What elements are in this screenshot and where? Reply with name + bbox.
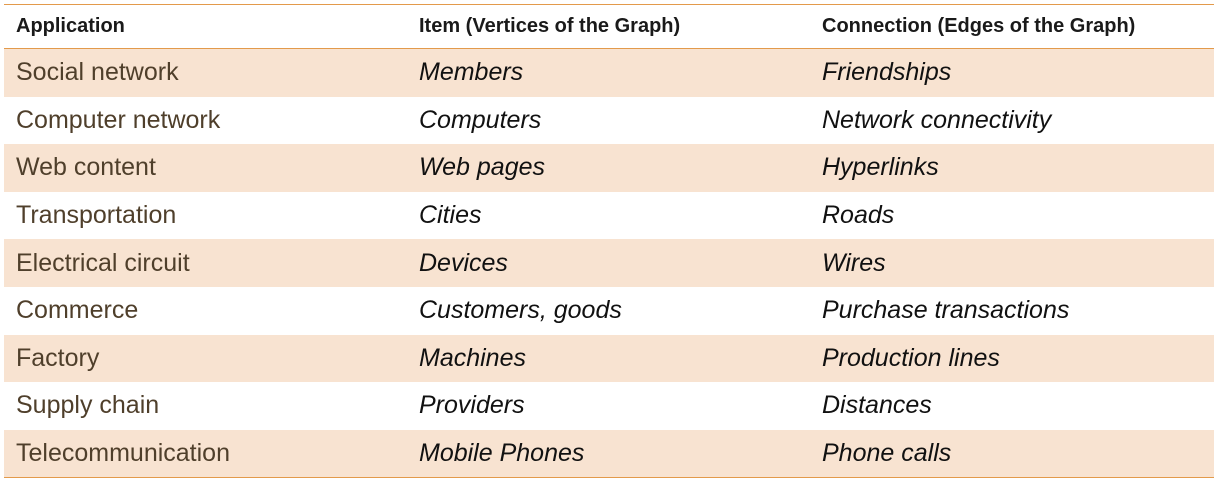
cell-item: Providers	[407, 382, 810, 430]
cell-connection: Hyperlinks	[810, 144, 1214, 192]
cell-item: Web pages	[407, 144, 810, 192]
table-row: Commerce Customers, goods Purchase trans…	[4, 286, 1214, 335]
cell-item: Customers, goods	[407, 286, 810, 335]
cell-application: Telecommunication	[4, 429, 407, 478]
cell-item: Mobile Phones	[407, 429, 810, 478]
cell-item: Cities	[407, 191, 810, 240]
cell-connection: Production lines	[810, 334, 1214, 383]
cell-application: Factory	[4, 334, 407, 383]
cell-connection: Wires	[810, 239, 1214, 287]
cell-connection: Distances	[810, 382, 1214, 430]
cell-connection: Phone calls	[810, 429, 1214, 478]
table-row: Telecommunication Mobile Phones Phone ca…	[4, 429, 1214, 478]
table: Application Item (Vertices of the Graph)…	[4, 5, 1214, 478]
graph-applications-table: Application Item (Vertices of the Graph)…	[4, 4, 1214, 479]
table-row: Electrical circuit Devices Wires	[4, 239, 1214, 287]
cell-application: Social network	[4, 48, 407, 97]
cell-item: Members	[407, 48, 810, 97]
cell-item: Machines	[407, 334, 810, 383]
header-application: Application	[4, 5, 407, 49]
table-header: Application Item (Vertices of the Graph)…	[4, 5, 1214, 49]
header-item: Item (Vertices of the Graph)	[407, 5, 810, 49]
cell-application: Computer network	[4, 96, 407, 145]
cell-connection: Network connectivity	[810, 96, 1214, 145]
cell-item: Computers	[407, 96, 810, 145]
header-row: Application Item (Vertices of the Graph)…	[4, 5, 1214, 49]
cell-application: Transportation	[4, 191, 407, 240]
cell-application: Commerce	[4, 286, 407, 335]
cell-application: Web content	[4, 144, 407, 192]
header-connection: Connection (Edges of the Graph)	[810, 5, 1214, 49]
table-row: Social network Members Friendships	[4, 48, 1214, 97]
table-body: Social network Members Friendships Compu…	[4, 48, 1214, 478]
cell-connection: Purchase transactions	[810, 286, 1214, 335]
cell-item: Devices	[407, 239, 810, 287]
cell-application: Supply chain	[4, 382, 407, 430]
cell-connection: Friendships	[810, 48, 1214, 97]
table-row: Transportation Cities Roads	[4, 191, 1214, 240]
table-row: Factory Machines Production lines	[4, 334, 1214, 383]
table-row: Supply chain Providers Distances	[4, 382, 1214, 430]
table-row: Computer network Computers Network conne…	[4, 96, 1214, 145]
cell-application: Electrical circuit	[4, 239, 407, 287]
cell-connection: Roads	[810, 191, 1214, 240]
table-row: Web content Web pages Hyperlinks	[4, 144, 1214, 192]
